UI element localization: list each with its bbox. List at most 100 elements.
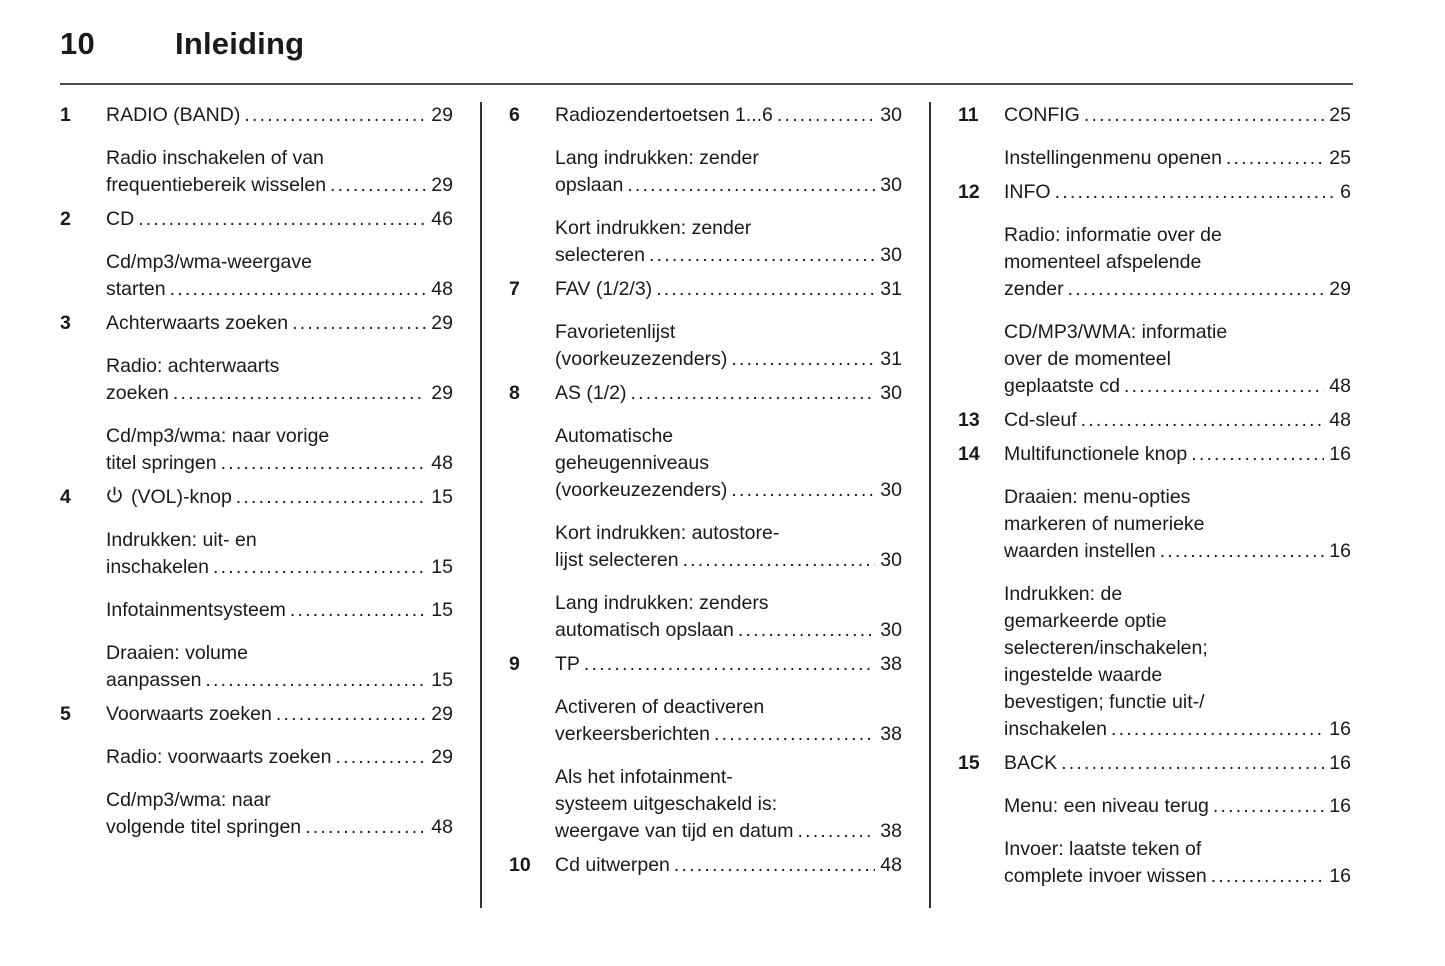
toc-entry-line: FAV (1/2/3).............................… <box>555 276 902 303</box>
toc-entry-number <box>60 423 106 477</box>
toc-entry-text-label: Menu: een niveau terug <box>1004 795 1209 817</box>
toc-entry-line: CD/MP3/WMA: informatie <box>1004 321 1228 343</box>
dot-leader: ........................................… <box>731 479 876 501</box>
toc-entry-number: 2 <box>60 208 71 230</box>
toc-entry-line: zender..................................… <box>1004 276 1351 303</box>
toc-entry-text: opslaan <box>555 172 623 199</box>
toc-page-number: 48 <box>1329 409 1351 431</box>
toc-entry-line: Cd/mp3/wma: naar <box>106 789 271 811</box>
dot-leader: ........................................… <box>330 174 426 196</box>
toc-entry: 13 Cd-sleuf..............................… <box>958 407 1351 434</box>
toc-entry-number: 13 <box>958 409 980 431</box>
toc-page-number: 31 <box>880 348 902 370</box>
toc-entry-line: Multifunctionele knop...................… <box>1004 441 1351 468</box>
toc-entry-text: RADIO (BAND) <box>106 102 240 129</box>
toc-entry: 10 Cd uitwerpen..........................… <box>509 852 902 879</box>
toc-column: 11 CONFIG................................… <box>929 102 1351 908</box>
toc-entry-line: INFO....................................… <box>1004 179 1351 206</box>
toc-page-number: 29 <box>1329 278 1351 300</box>
toc-entry-body: Indrukken: de gemarkeerde optie selecteren… <box>1004 581 1351 743</box>
toc-page-number: 25 <box>1329 147 1351 169</box>
toc-entry-text-label: zender <box>1004 278 1064 300</box>
dot-leader: ........................................… <box>292 312 426 334</box>
toc-page-number: 30 <box>880 479 902 501</box>
toc-entry-number <box>60 353 106 407</box>
toc-page-number: 16 <box>1329 865 1351 887</box>
toc-entry-body: Radio: achterwaarts zoeken...............… <box>106 353 453 407</box>
toc-entry-text: inschakelen <box>106 554 209 581</box>
toc-entry-line: Achterwaarts zoeken.....................… <box>106 310 453 337</box>
toc-entry-body: Activeren of deactiveren verkeersberichte… <box>555 694 902 748</box>
dot-leader: ........................................… <box>737 619 875 641</box>
toc-entry-text-label: AS (1/2) <box>555 382 627 404</box>
toc-page-number: 15 <box>431 486 453 508</box>
toc-page-number: 46 <box>431 208 453 230</box>
toc-entry: Indrukken: uit- en inschakelen...........… <box>60 527 453 581</box>
toc-entry-line: Activeren of deactiveren <box>555 696 765 718</box>
toc-page-number: 48 <box>431 278 453 300</box>
toc-entry-text-label: BACK <box>1004 752 1058 774</box>
toc-entry-line: waarden instellen.......................… <box>1004 538 1351 565</box>
toc-page-number: 25 <box>1329 104 1351 126</box>
toc-entry-number <box>509 520 555 574</box>
toc-page-number: 30 <box>880 619 902 641</box>
toc-entry-text: frequentiebereik wisselen <box>106 172 326 199</box>
toc-entry-number <box>958 484 1004 565</box>
toc-entry: 15 BACK..................................… <box>958 750 1351 777</box>
toc-entry-line: RADIO (BAND)............................… <box>106 102 453 129</box>
toc-entry: Radio inschakelen of van frequentiebereik… <box>60 145 453 199</box>
toc-entry-text-label: FAV (1/2/3) <box>555 278 653 300</box>
toc-page-number: 30 <box>880 549 902 571</box>
toc-entry-body: Cd/mp3/wma: naar vorige titel springen...… <box>106 423 453 477</box>
dot-leader: ........................................… <box>627 174 876 196</box>
toc-entry-line: aanpassen...............................… <box>106 667 453 694</box>
toc-entry-body: Radio: voorwaarts zoeken................… <box>106 744 453 771</box>
dot-leader: ........................................… <box>220 452 427 474</box>
toc-entry-line: Draaien: menu-opties <box>1004 486 1191 508</box>
toc-entry: Cd/mp3/wma: naar vorige titel springen...… <box>60 423 453 477</box>
toc-entry-line: momenteel afspelende <box>1004 251 1202 273</box>
toc-entry-line: selecteren/inschakelen; <box>1004 637 1208 659</box>
toc-entry-line: Lang indrukken: zender <box>555 147 759 169</box>
toc-entry-body: Radio: informatie over de momenteel afspe… <box>1004 222 1351 303</box>
toc-entry-number: 3 <box>60 312 71 334</box>
toc-entry-text-label: inschakelen <box>1004 718 1107 740</box>
toc-entry-line: inschakelen.............................… <box>106 554 453 581</box>
toc-entry: CD/MP3/WMA: informatie over de momenteel g… <box>958 319 1351 400</box>
toc-entry-body: Automatische geheugenniveaus (voorkeuzezen… <box>555 423 902 504</box>
toc-entry-text: Achterwaarts zoeken <box>106 310 288 337</box>
toc-entry-text-label: lijst selecteren <box>555 549 679 571</box>
toc-entry-number <box>509 764 555 845</box>
power-icon <box>107 486 122 503</box>
toc-entry-body: Radio inschakelen of van frequentiebereik… <box>106 145 453 199</box>
dot-leader: ........................................… <box>205 669 427 691</box>
toc-entry: Radio: informatie over de momenteel afspe… <box>958 222 1351 303</box>
toc-entry-line: Infotainmentsysteem.....................… <box>106 597 453 624</box>
toc-entry-text-label: starten <box>106 278 166 300</box>
toc-entry-body: AS (1/2)................................… <box>555 380 902 407</box>
toc-entry-line: Favorietenlijst <box>555 321 676 343</box>
toc-entry-line: Cd/mp3/wma-weergave <box>106 251 312 273</box>
toc-page-number: 30 <box>880 382 902 404</box>
toc-entry-text: titel springen <box>106 450 217 477</box>
toc-entry-number <box>60 145 106 199</box>
toc-entry: Indrukken: de gemarkeerde optie selecteren… <box>958 581 1351 743</box>
toc-entry-text-label: (voorkeuzezenders) <box>555 348 728 370</box>
dot-leader: ........................................… <box>583 653 875 675</box>
toc-entry: Radio: achterwaarts zoeken...............… <box>60 353 453 407</box>
toc-entry-body: Cd uitwerpen............................… <box>555 852 902 879</box>
toc-entry-text: lijst selecteren <box>555 547 679 574</box>
toc-entry-line: Radiozendertoetsen 1...6................… <box>555 102 902 129</box>
toc-entry: 5 Voorwaarts zoeken......................… <box>60 701 453 728</box>
toc-entry-body: (VOL)-knop..............................… <box>106 484 453 511</box>
toc-entry-line: CD......................................… <box>106 206 453 233</box>
toc-entry-text-label: Cd uitwerpen <box>555 854 670 876</box>
toc-entry-text: Instellingenmenu openen <box>1004 145 1222 172</box>
toc-entry-line: Kort indrukken: autostore- <box>555 522 780 544</box>
toc-entry-line: weergave van tijd en datum..............… <box>555 818 902 845</box>
toc-entry-line: Lang indrukken: zenders <box>555 592 769 614</box>
toc-entry-text: zoeken <box>106 380 169 407</box>
toc-entry-text: Cd-sleuf <box>1004 407 1077 434</box>
dot-leader: ........................................… <box>682 549 876 571</box>
toc-entry: Infotainmentsysteem.....................… <box>60 597 453 624</box>
